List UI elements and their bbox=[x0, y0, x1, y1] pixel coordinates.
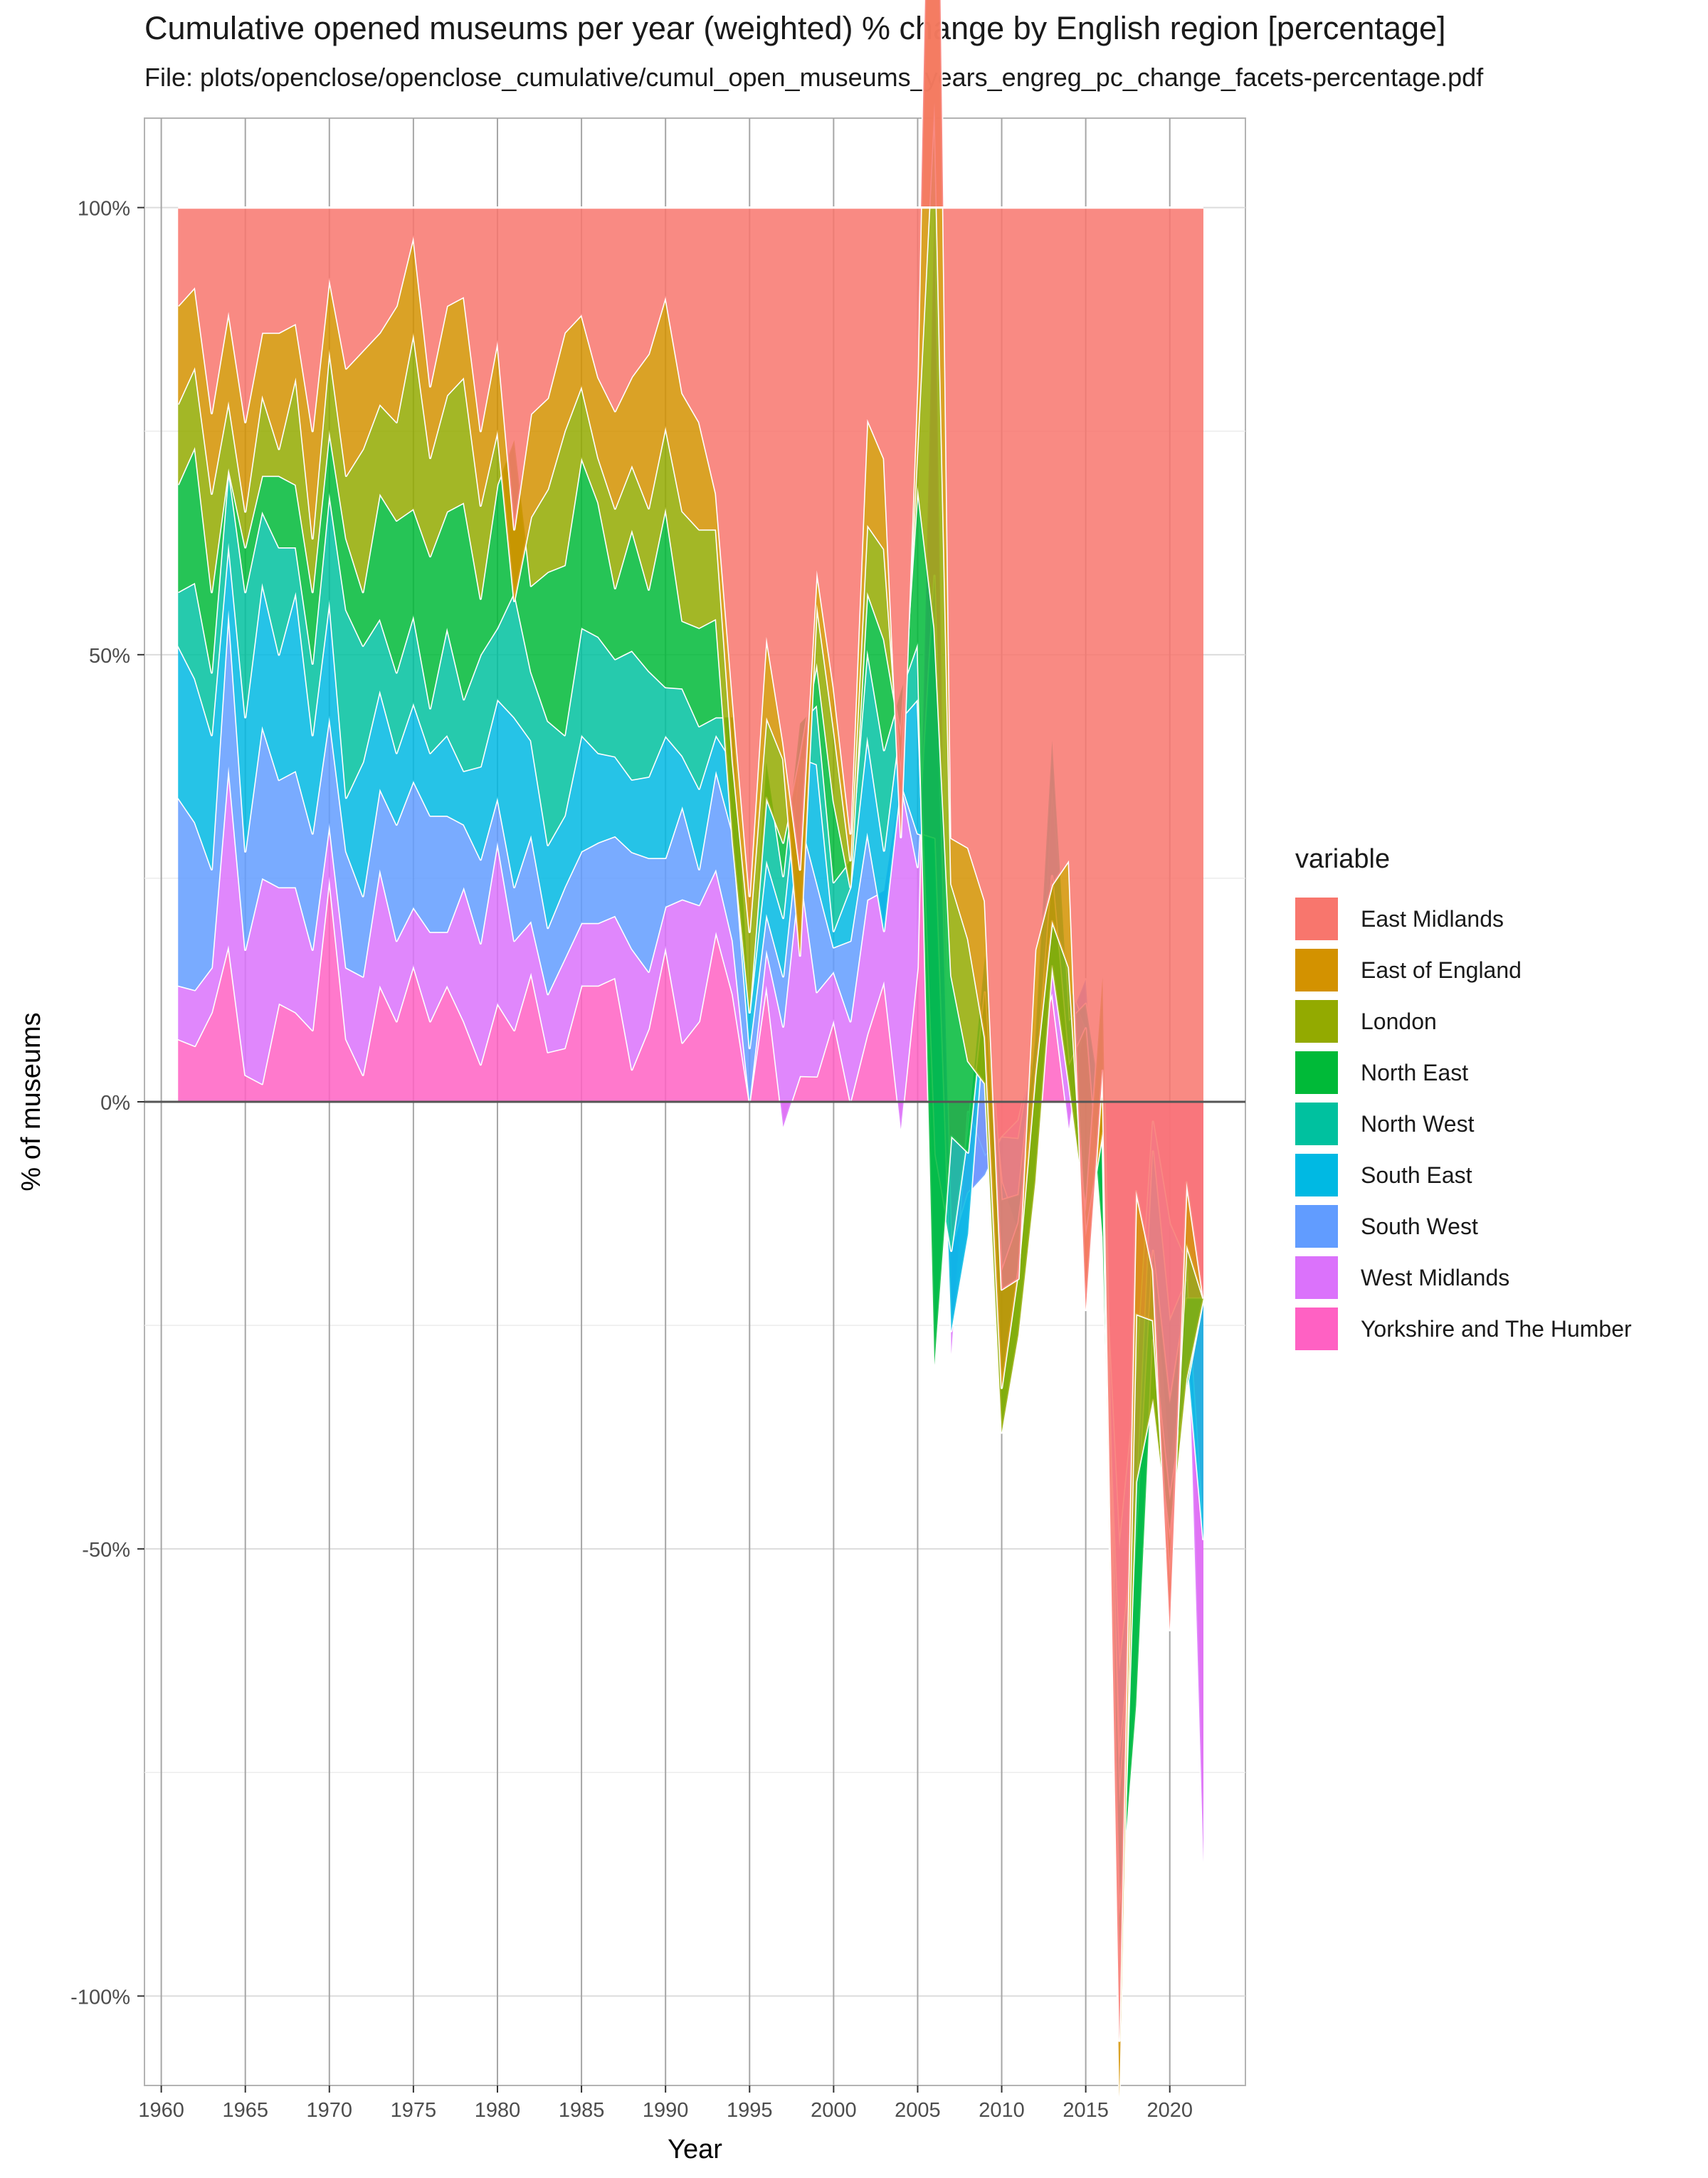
legend-item: Yorkshire and The Humber bbox=[1295, 1303, 1632, 1354]
x-tick-label: 1980 bbox=[475, 2099, 521, 2122]
legend-label: South East bbox=[1361, 1162, 1472, 1188]
legend-label: East Midlands bbox=[1361, 905, 1504, 932]
legend-swatch bbox=[1295, 1000, 1338, 1043]
legend-item: South East bbox=[1295, 1150, 1632, 1201]
legend: variable East Midlands East of England Lon… bbox=[1295, 844, 1632, 1354]
chart-subtitle: File: plots/openclose/openclose_cumulati… bbox=[144, 63, 1484, 92]
legend-swatch bbox=[1295, 1256, 1338, 1299]
legend-title: variable bbox=[1295, 844, 1391, 874]
x-tick-label: 2015 bbox=[1063, 2099, 1109, 2122]
legend-label: North West bbox=[1361, 1110, 1475, 1137]
area-yorkshire-and-the-humber bbox=[178, 207, 1203, 1862]
y-tick-label: -100% bbox=[70, 1986, 130, 2009]
legend-item: London bbox=[1295, 996, 1632, 1047]
legend-swatch bbox=[1295, 1154, 1338, 1196]
legend-label: West Midlands bbox=[1361, 1264, 1510, 1290]
legend-label: South West bbox=[1361, 1213, 1478, 1239]
legend-swatch bbox=[1295, 949, 1338, 991]
x-tick-label: 2010 bbox=[979, 2099, 1025, 2122]
legend-item: South West bbox=[1295, 1201, 1632, 1252]
x-tick-label: 1995 bbox=[727, 2099, 773, 2122]
area-east-midlands bbox=[178, 0, 1203, 2041]
legend-label: East of England bbox=[1361, 957, 1522, 983]
legend-label: London bbox=[1361, 1008, 1437, 1034]
y-tick-label: 0% bbox=[100, 1092, 130, 1115]
y-tick-label: 100% bbox=[78, 198, 130, 221]
legend-swatch bbox=[1295, 1103, 1338, 1145]
legend-swatch bbox=[1295, 1051, 1338, 1094]
y-tick-label: 50% bbox=[89, 645, 130, 668]
legend-label: Yorkshire and The Humber bbox=[1361, 1315, 1632, 1342]
y-tick-label: -50% bbox=[82, 1539, 130, 1562]
legend-label: North East bbox=[1361, 1059, 1469, 1085]
chart-title: Cumulative opened museums per year (weig… bbox=[144, 10, 1446, 46]
x-tick-label: 2000 bbox=[811, 2099, 857, 2122]
x-tick-label: 1990 bbox=[643, 2099, 689, 2122]
legend-item: North West bbox=[1295, 1098, 1632, 1150]
x-tick-label: 1985 bbox=[559, 2099, 605, 2122]
legend-swatch bbox=[1295, 898, 1338, 940]
x-tick-label: 1970 bbox=[307, 2099, 353, 2122]
legend-swatch bbox=[1295, 1205, 1338, 1248]
x-tick-label: 1960 bbox=[138, 2099, 184, 2122]
area-south-west bbox=[178, 575, 1203, 1762]
legend-item: East of England bbox=[1295, 945, 1632, 996]
y-axis-title: % of museums bbox=[16, 1012, 46, 1191]
x-tick-label: 2005 bbox=[895, 2099, 941, 2122]
x-axis-title: Year bbox=[668, 2135, 722, 2164]
legend-item: West Midlands bbox=[1295, 1252, 1632, 1303]
x-tick-label: 1975 bbox=[391, 2099, 437, 2122]
legend-item: North East bbox=[1295, 1047, 1632, 1098]
area-south-east bbox=[178, 542, 1203, 1806]
legend-items: East Midlands East of England London North … bbox=[1295, 893, 1632, 1354]
x-tick-label: 1965 bbox=[222, 2099, 268, 2122]
x-tick-label: 2020 bbox=[1146, 2099, 1193, 2122]
legend-item: East Midlands bbox=[1295, 893, 1632, 945]
legend-swatch bbox=[1295, 1308, 1338, 1350]
